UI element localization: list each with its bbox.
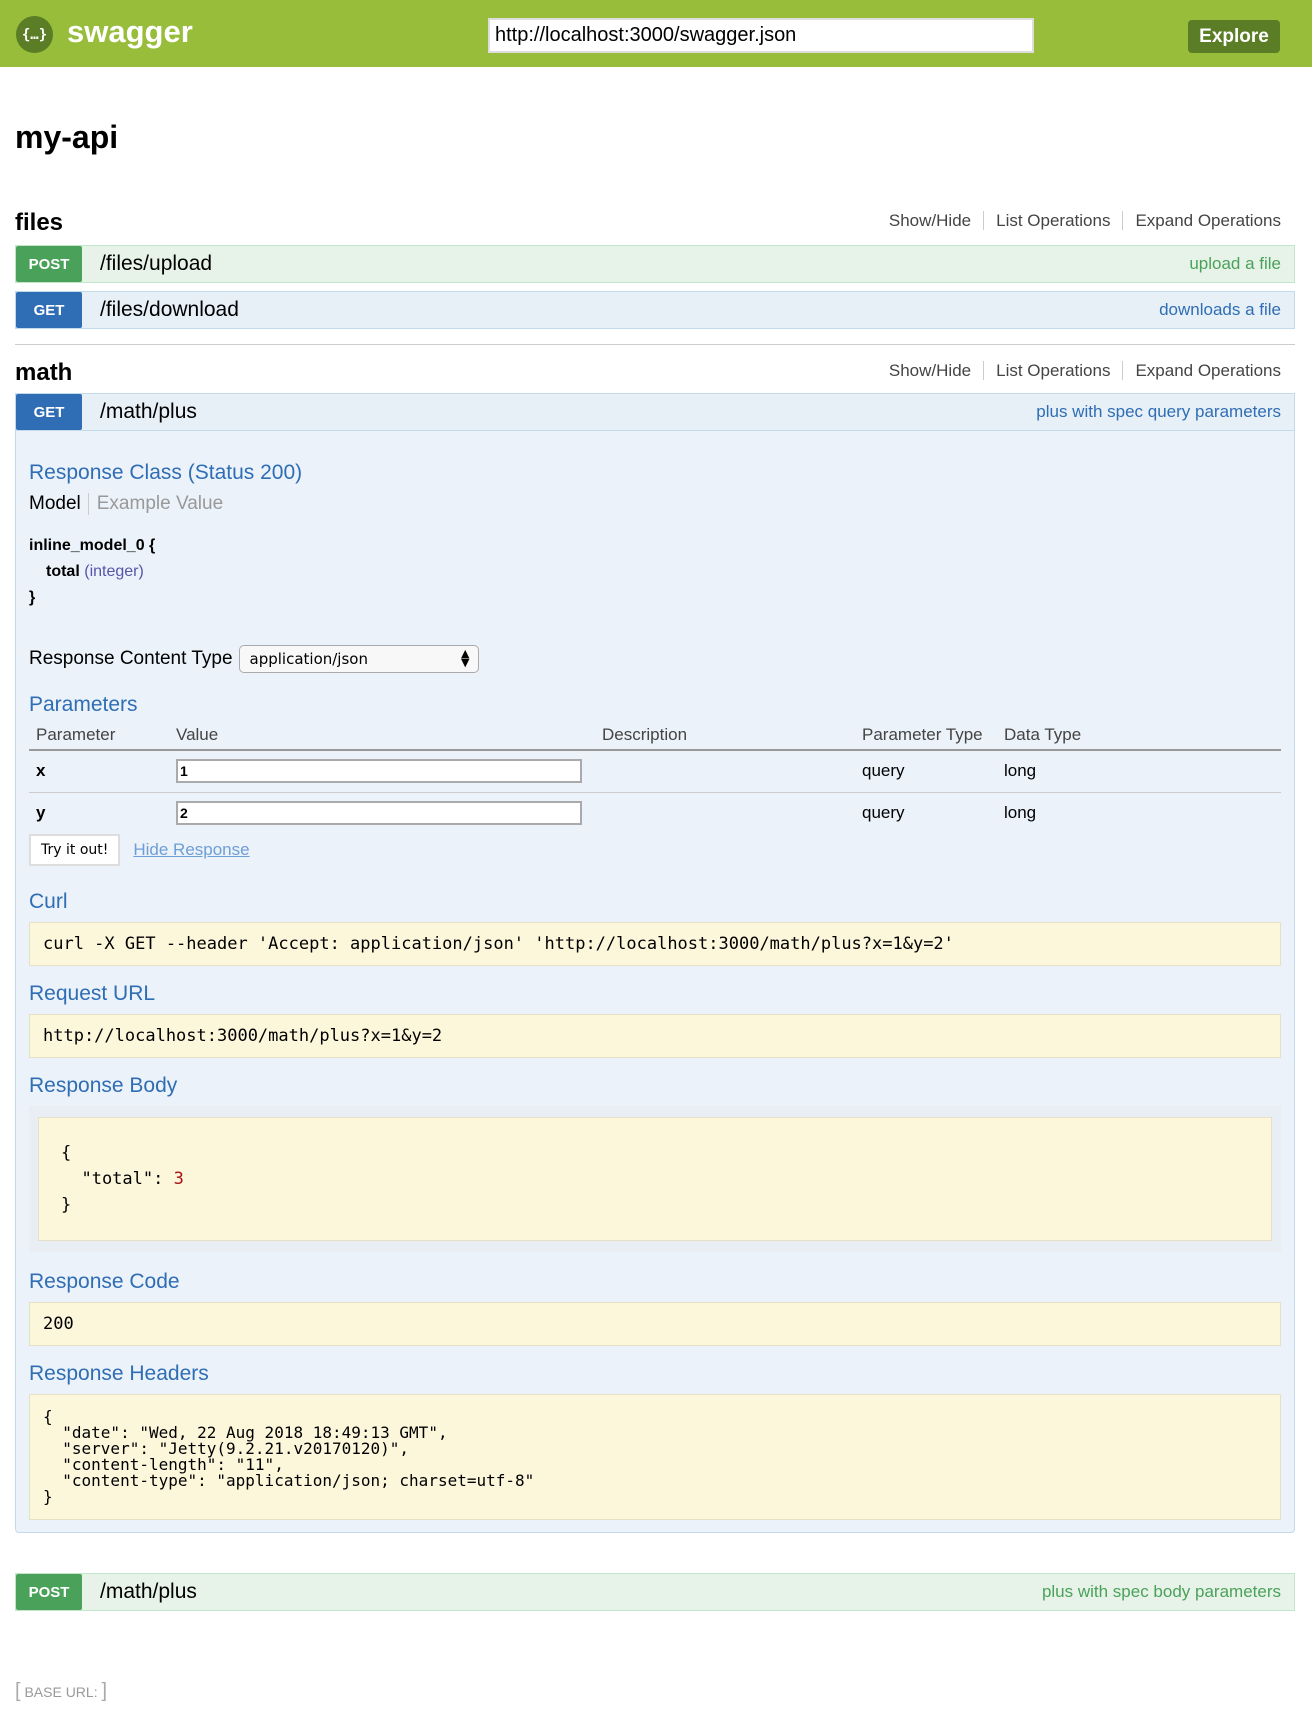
resource-header-math: math Show/Hide List Operations Expand Oper…: [15, 347, 1295, 387]
param-description: [595, 750, 855, 793]
request-url: http://localhost:3000/math/plus?x=1&y=2: [29, 1014, 1281, 1058]
response-code: 200: [29, 1302, 1281, 1346]
parameters-title: Parameters: [29, 693, 138, 716]
operation-path[interactable]: /math/plus: [100, 400, 197, 423]
operation-summary[interactable]: plus with spec body parameters: [1041, 1582, 1281, 1601]
content-type-select[interactable]: application/json ▲ ▼: [238, 645, 479, 673]
operation-get-math-plus[interactable]: GET /math/plus plus with spec query para…: [15, 393, 1295, 431]
spec-url-input[interactable]: [488, 18, 1034, 53]
response-headers-title: Response Headers: [29, 1362, 209, 1385]
base-url: [ BASE URL: ]: [15, 1680, 108, 1702]
table-row: y query long: [29, 792, 1281, 834]
response-class-title: Response Class (Status 200): [29, 461, 303, 484]
param-name: x: [29, 750, 169, 793]
col-parameter: Parameter: [29, 721, 169, 751]
content-type-value: application/json: [249, 650, 368, 668]
curl-title: Curl: [29, 890, 68, 913]
param-data-type: long: [997, 750, 1281, 793]
param-type: query: [862, 803, 905, 823]
api-title: my-api: [15, 119, 119, 155]
tab-example-value[interactable]: Example Value: [87, 493, 230, 515]
list-operations-link[interactable]: List Operations: [984, 211, 1124, 230]
method-badge: POST: [16, 246, 82, 282]
curl-command: curl -X GET --header 'Accept: applicatio…: [29, 922, 1281, 966]
param-x-input[interactable]: [176, 759, 582, 784]
response-headers: { "date": "Wed, 22 Aug 2018 18:49:13 GMT…: [29, 1394, 1281, 1520]
parameters-table: Parameter Value Description Parameter Type D…: [29, 721, 1281, 834]
response-body-title: Response Body: [29, 1074, 178, 1097]
tab-model[interactable]: Model: [29, 493, 81, 514]
swagger-braces-icon[interactable]: {…}: [16, 16, 53, 53]
brand-name[interactable]: swagger: [67, 14, 193, 49]
show-hide-link[interactable]: Show/Hide: [876, 211, 985, 230]
select-arrows-icon: ▲ ▼: [461, 647, 470, 669]
param-data-type: long: [1004, 803, 1037, 823]
expand-operations-link[interactable]: Expand Operations: [1135, 211, 1281, 230]
model-field-type: (integer): [84, 563, 144, 580]
explore-button[interactable]: Explore: [1188, 20, 1280, 53]
resource-header-files: files Show/Hide List Operations Expand Ope…: [15, 197, 1295, 237]
model-field: total: [46, 563, 80, 580]
operation-path[interactable]: /math/plus: [100, 1580, 197, 1603]
list-operations-link[interactable]: List Operations: [984, 361, 1124, 380]
operation-summary[interactable]: plus with spec query parameters: [1036, 402, 1281, 421]
param-type: query: [855, 750, 997, 793]
operation-post-files-upload[interactable]: POST /files/upload upload a file: [15, 245, 1295, 283]
col-parameter-type: Parameter Type: [855, 721, 997, 751]
method-badge: POST: [16, 1574, 82, 1610]
operation-post-math-plus[interactable]: POST /math/plus plus with spec body para…: [15, 1573, 1295, 1611]
col-data-type: Data Type: [997, 721, 1281, 751]
param-name: y: [36, 803, 46, 823]
param-description: [595, 792, 855, 834]
operation-details: Response Class (Status 200) Model Example…: [15, 431, 1295, 1533]
method-badge: GET: [16, 292, 82, 328]
content-type-label: Response Content Type: [29, 648, 233, 669]
model-name: inline_model_0 {: [29, 537, 156, 554]
param-y-input[interactable]: [176, 801, 582, 826]
model-schema: inline_model_0 { total (integer) }: [29, 533, 1281, 611]
response-code-title: Response Code: [29, 1270, 180, 1293]
operation-path[interactable]: /files/upload: [100, 252, 213, 275]
model-close: }: [29, 589, 36, 606]
resource-name[interactable]: math: [15, 359, 73, 386]
col-value: Value: [169, 721, 595, 751]
resource-name[interactable]: files: [15, 209, 64, 236]
operation-summary[interactable]: upload a file: [1189, 254, 1281, 273]
operation-path[interactable]: /files/download: [100, 298, 239, 321]
method-badge: GET: [16, 394, 82, 430]
show-hide-link[interactable]: Show/Hide: [876, 361, 985, 380]
base-url-label: BASE URL: [24, 1684, 94, 1700]
operation-get-files-download[interactable]: GET /files/download downloads a file: [15, 291, 1295, 329]
divider: [15, 344, 1295, 345]
expand-operations-link[interactable]: Expand Operations: [1135, 361, 1281, 380]
response-body: { "total": 3 }: [38, 1117, 1272, 1241]
try-it-out-button[interactable]: Try it out!: [29, 834, 121, 866]
col-description: Description: [595, 721, 855, 751]
request-url-title: Request URL: [29, 982, 156, 1005]
top-bar: {…} swagger Explore: [0, 0, 1312, 67]
hide-response-link[interactable]: Hide Response: [133, 840, 250, 859]
operation-summary[interactable]: downloads a file: [1159, 300, 1281, 319]
